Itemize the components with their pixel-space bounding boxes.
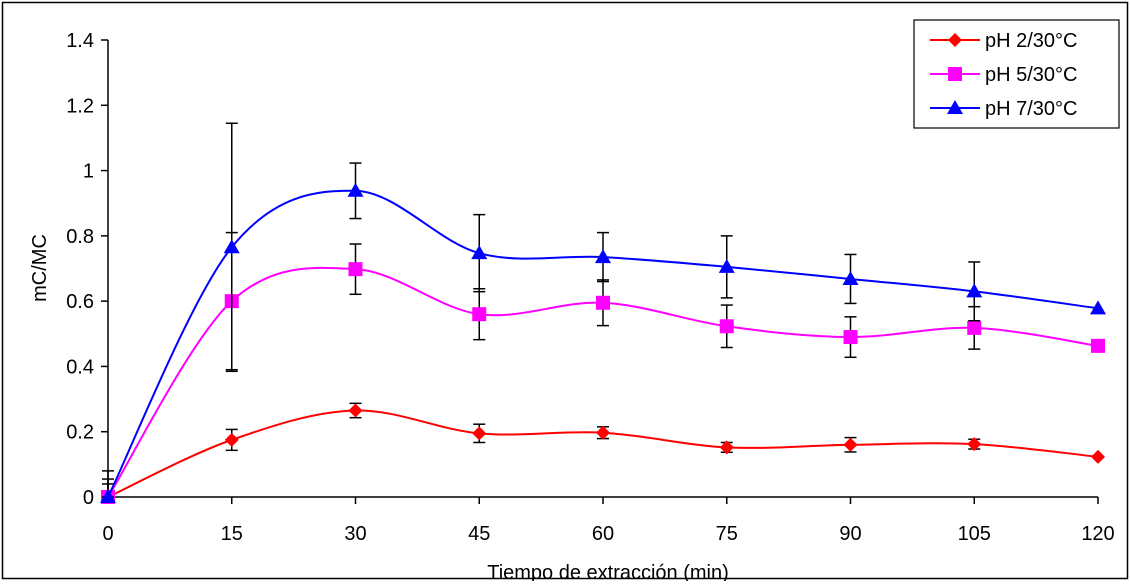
data-point bbox=[966, 283, 983, 298]
legend-label: pH 7/30°C bbox=[985, 98, 1078, 120]
y-tick-label: 0 bbox=[83, 487, 94, 509]
x-tick-label: 30 bbox=[344, 523, 366, 545]
legend-marker bbox=[948, 33, 962, 47]
data-point bbox=[843, 330, 858, 345]
x-tick-label: 90 bbox=[839, 523, 861, 545]
data-point bbox=[719, 440, 734, 455]
data-point bbox=[348, 262, 363, 277]
x-tick-label: 45 bbox=[468, 523, 490, 545]
y-tick-label: 0.2 bbox=[66, 422, 94, 444]
data-point bbox=[719, 319, 734, 334]
data-point bbox=[471, 245, 488, 260]
y-tick-label: 0.6 bbox=[66, 291, 94, 313]
legend-marker bbox=[948, 67, 962, 81]
data-point bbox=[348, 403, 363, 418]
data-point bbox=[472, 307, 487, 322]
x-tick-label: 60 bbox=[592, 523, 614, 545]
axes: 0 0.2 0.4 0.6 0.8 1 1.2 1.4 0 15 30 45 60 75 90 105 120 bbox=[66, 30, 1115, 545]
data-point bbox=[472, 426, 487, 441]
series-3 bbox=[100, 122, 1106, 503]
legend-entry: pH 2/30°C bbox=[930, 30, 1078, 52]
data-point bbox=[1090, 300, 1106, 315]
data-point bbox=[967, 320, 982, 335]
legend-label: pH 5/30°C bbox=[985, 64, 1078, 86]
data-point bbox=[1091, 449, 1105, 464]
series-layer bbox=[100, 122, 1106, 504]
data-point bbox=[347, 182, 364, 197]
y-tick-label: 1 bbox=[83, 161, 94, 183]
legend-label: pH 2/30°C bbox=[985, 30, 1078, 52]
series-1 bbox=[101, 402, 1105, 504]
legend: pH 2/30°C pH 5/30°C pH 7/30°C bbox=[913, 19, 1120, 129]
data-point bbox=[595, 249, 611, 264]
data-point bbox=[223, 239, 240, 254]
y-tick-label: 1.4 bbox=[66, 30, 94, 52]
legend-entry: pH 5/30°C bbox=[930, 64, 1078, 86]
y-tick-label: 0.8 bbox=[66, 226, 94, 248]
data-point bbox=[1091, 338, 1105, 353]
legend-marker bbox=[947, 100, 963, 114]
y-tick-label: 1.2 bbox=[66, 95, 94, 117]
data-point bbox=[224, 432, 239, 447]
data-point bbox=[842, 270, 859, 285]
data-point bbox=[596, 425, 610, 440]
data-point bbox=[100, 489, 116, 503]
y-axis-title: mC/MC bbox=[29, 234, 51, 302]
x-tick-label: 0 bbox=[102, 523, 113, 545]
x-axis-title: Tiempo de extracción (min) bbox=[487, 562, 729, 581]
x-tick-label: 105 bbox=[958, 523, 991, 545]
data-point bbox=[596, 295, 610, 310]
legend-entry: pH 7/30°C bbox=[930, 98, 1078, 120]
x-tick-label: 75 bbox=[716, 523, 738, 545]
y-tick-label: 0.4 bbox=[66, 356, 94, 378]
data-point bbox=[843, 437, 858, 452]
data-point bbox=[718, 258, 735, 273]
x-tick-label: 15 bbox=[221, 523, 243, 545]
x-tick-label: 120 bbox=[1081, 523, 1114, 545]
data-point bbox=[967, 437, 982, 452]
